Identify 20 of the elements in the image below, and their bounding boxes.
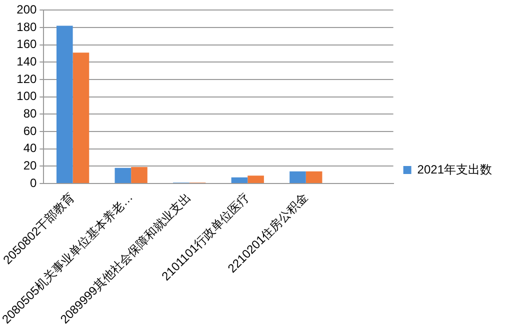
y-tick-label: 120 — [16, 72, 37, 86]
bar — [248, 176, 264, 183]
y-tick-label: 20 — [23, 158, 37, 172]
bar — [114, 168, 132, 183]
bar — [231, 177, 248, 183]
bar — [72, 52, 90, 183]
bar — [56, 26, 73, 183]
bar — [131, 166, 148, 183]
y-tick-label: 160 — [16, 37, 37, 52]
bar — [290, 171, 306, 183]
y-tick-label: 60 — [23, 124, 37, 138]
legend-label: 2021年支出数 — [417, 162, 492, 176]
y-tick-label: 140 — [16, 54, 37, 68]
bar — [306, 171, 322, 183]
y-tick-label: 180 — [16, 20, 37, 34]
y-tick-label: 200 — [16, 2, 37, 17]
y-tick-label: 80 — [23, 106, 37, 120]
y-tick-label: 40 — [23, 141, 37, 156]
y-tick-label: 100 — [16, 89, 37, 104]
y-tick-label: 0 — [30, 176, 37, 190]
